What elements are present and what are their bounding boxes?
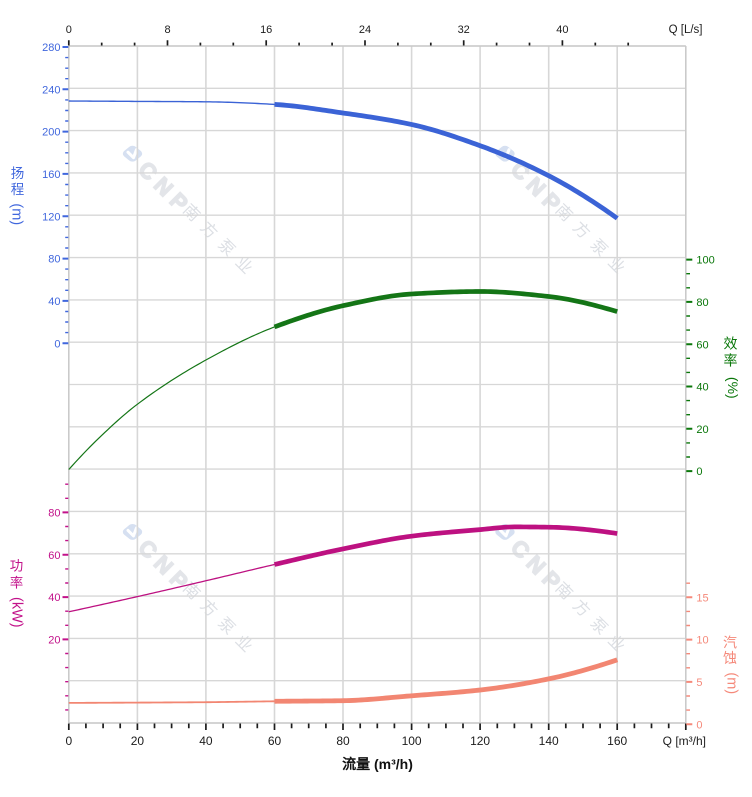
svg-text:流量 (m³/h): 流量 (m³/h) [342,756,413,772]
svg-text:(%): (%) [725,377,741,399]
svg-text:0: 0 [66,24,72,36]
svg-text:0: 0 [54,338,60,350]
svg-text:南方泵业: 南方泵业 [179,579,262,662]
svg-text:80: 80 [696,297,708,309]
svg-text:32: 32 [458,24,470,36]
svg-text:120: 120 [470,734,490,748]
svg-text:60: 60 [696,339,708,351]
svg-text:60: 60 [48,550,60,562]
svg-text:(m): (m) [724,672,740,694]
svg-text:60: 60 [268,734,282,748]
svg-text:效: 效 [724,335,738,351]
svg-text:程: 程 [11,182,25,197]
svg-text:16: 16 [260,24,272,36]
svg-text:100: 100 [696,255,714,267]
svg-text:0: 0 [696,719,702,731]
svg-text:南方泵业: 南方泵业 [179,201,262,284]
svg-text:140: 140 [539,734,559,748]
svg-text:160: 160 [607,734,627,748]
svg-text:80: 80 [48,508,60,520]
svg-text:40: 40 [696,382,708,394]
svg-text:20: 20 [696,424,708,436]
svg-text:Q [L/s]: Q [L/s] [669,24,703,36]
svg-text:80: 80 [336,734,350,748]
svg-text:80: 80 [48,254,60,266]
svg-text:40: 40 [48,592,60,604]
svg-text:24: 24 [359,24,371,36]
svg-text:40: 40 [556,24,568,36]
svg-text:率: 率 [10,575,24,591]
svg-text:扬: 扬 [11,166,25,181]
svg-text:8: 8 [164,24,170,36]
svg-text:率: 率 [724,352,738,368]
svg-text:功: 功 [10,559,24,574]
svg-text:南方泵业: 南方泵业 [552,579,635,662]
svg-text:240: 240 [42,84,60,96]
svg-text:10: 10 [696,635,708,647]
svg-text:100: 100 [402,734,422,748]
svg-text:280: 280 [42,42,60,54]
svg-text:蚀: 蚀 [723,650,737,666]
svg-text:0: 0 [65,734,72,748]
svg-text:Q [m³/h]: Q [m³/h] [663,734,706,748]
svg-text:(m): (m) [9,203,25,225]
svg-text:120: 120 [42,211,60,223]
svg-text:(kW): (kW) [9,597,25,628]
svg-text:汽: 汽 [723,634,737,650]
svg-text:15: 15 [696,592,708,604]
svg-text:40: 40 [48,296,60,308]
svg-text:20: 20 [131,734,145,748]
svg-text:160: 160 [42,169,60,181]
svg-text:40: 40 [199,734,213,748]
svg-text:0: 0 [696,466,702,478]
svg-text:南方泵业: 南方泵业 [552,201,635,284]
svg-text:200: 200 [42,127,60,139]
svg-text:5: 5 [696,677,702,689]
svg-text:20: 20 [48,635,60,647]
